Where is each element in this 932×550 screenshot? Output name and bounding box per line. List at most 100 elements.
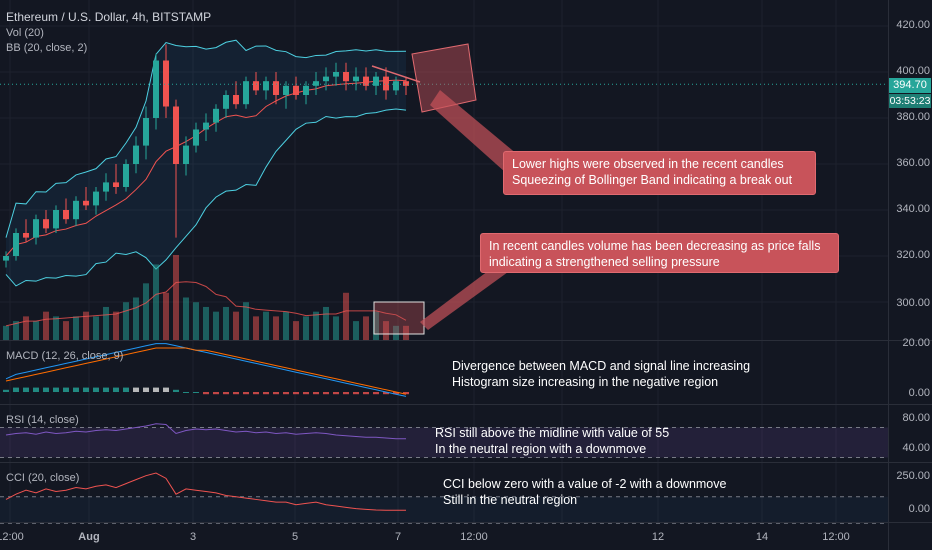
cci-line [5,472,406,511]
volume-bar [93,316,99,340]
macd-histogram-bar [163,387,169,392]
time-tick: 7 [394,531,402,543]
candle-body [93,191,99,206]
candle-body [353,76,359,82]
volume-bar [303,316,309,340]
candle-body [273,81,279,95]
volume-bar [213,311,219,340]
annotation-cci[interactable]: CCI below zero with a value of -2 with a… [443,476,726,508]
rsi-legend: RSI (14, close) [6,414,79,426]
time-tick: Aug [78,531,100,543]
volume-bar [63,321,69,340]
macd-histogram-bar [233,392,239,395]
macd-histogram-bar [283,392,289,395]
macd-legend: MACD (12, 26, close, 9) [6,350,124,362]
annotation-line: Histogram size increasing in the negativ… [452,375,719,389]
candle-body [143,118,149,146]
time-tick: 12:00 [0,531,24,543]
macd-histogram-bar [403,392,409,395]
candle-body [323,76,329,82]
volume-bar [223,306,229,340]
price-tick: 340.00 [896,203,930,215]
macd-tick: 0.00 [908,387,930,399]
time-tick: 5 [291,531,299,543]
macd-histogram-bar [73,387,79,392]
volume-bar [293,321,299,340]
macd-histogram-bar [93,387,99,392]
macd-histogram-bar [253,392,259,395]
volume-bar [273,316,279,340]
pane-separator [0,340,932,341]
macd-histogram-bar [113,387,119,392]
candle-body [343,72,349,82]
annotation-line: indicating a strengthened selling pressu… [489,255,720,269]
volume-bar [383,321,389,340]
macd-histogram-bar [153,387,159,392]
vol-legend: Vol (20) [6,27,44,39]
bollinger-upper-line [5,39,407,238]
volume-ma-line [5,281,407,327]
macd-histogram-bar [293,392,299,395]
annotation-rsi[interactable]: RSI still above the midline with value o… [435,425,669,457]
volume-bar [343,292,349,340]
cci-legend: CCI (20, close) [6,472,80,484]
price-tick: 300.00 [896,297,930,309]
annotation-volume[interactable]: In recent candles volume has been decrea… [480,233,839,273]
candle-body [303,85,309,95]
price-tick: 400.00 [896,65,930,77]
macd-histogram-bar [333,392,339,395]
annotation-bollinger[interactable]: Lower highs were observed in the recent … [503,151,816,195]
candle-body [333,72,339,77]
volume-bar [363,316,369,340]
macd-histogram-bar [383,392,389,395]
candle-body [263,81,269,91]
candle-body [223,95,229,109]
macd-histogram-bar [323,392,329,395]
candle-body [243,81,249,105]
macd-histogram-bar [83,387,89,392]
rsi-band [0,427,888,458]
volume-bar [183,297,189,340]
volume-bar [403,325,409,340]
annotation-macd[interactable]: Divergence between MACD and signal line … [452,358,750,390]
macd-histogram-bar [223,392,229,395]
volume-bar [13,321,19,340]
rsi-tick: 40.00 [902,442,930,454]
candle-body [33,219,39,238]
volume-bar [393,325,399,340]
macd-histogram-bar [353,392,359,395]
macd-histogram-bar [143,387,149,392]
candle-body [363,76,369,86]
macd-histogram-bar [63,387,69,392]
volume-bar [133,297,139,340]
volume-bar [313,311,319,340]
macd-histogram-bar [373,392,379,395]
volume-bar [333,316,339,340]
annotation-line: In recent candles volume has been decrea… [489,239,821,253]
macd-histogram-bar [193,392,199,393]
macd-histogram-bar [103,387,109,392]
volume-bar [33,321,39,340]
macd-histogram-bar [183,392,189,393]
rsi-line [5,423,406,440]
volume-bar [83,311,89,340]
annotation-line: In the neutral region with a downmove [435,442,647,456]
volume-bar [353,321,359,340]
macd-histogram-bar [273,392,279,395]
volume-bar [323,306,329,340]
macd-histogram-bar [363,392,369,395]
macd-histogram-bar [243,392,249,395]
volume-bar [43,311,49,340]
volume-bar [203,306,209,340]
macd-histogram-bar [123,387,129,392]
candle-body [13,233,19,256]
candle-body [23,233,29,238]
candle-body [313,81,319,86]
macd-histogram-bar [313,392,319,395]
volume-bar [3,325,9,340]
volume-bar [173,255,179,340]
volume-bar [373,311,379,340]
macd-histogram-bar [43,387,49,392]
pane-separator [0,462,932,463]
